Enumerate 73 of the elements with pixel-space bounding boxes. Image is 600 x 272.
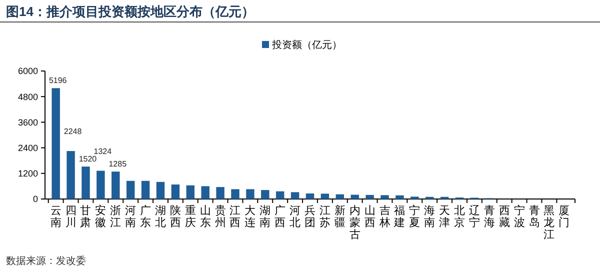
bar xyxy=(380,195,389,199)
x-tick-label: 江西 xyxy=(230,205,241,229)
bar xyxy=(96,170,105,199)
x-tick-label: 山东 xyxy=(200,204,211,229)
data-label: 2248 xyxy=(64,127,82,136)
y-tick-label: 2400 xyxy=(18,142,38,153)
x-tick-label: 兵团 xyxy=(304,204,316,229)
data-label: 5196 xyxy=(48,76,68,86)
x-tick-label: 青岛 xyxy=(528,204,540,229)
bar xyxy=(112,172,120,199)
bar xyxy=(141,180,150,199)
bar xyxy=(82,166,90,199)
x-tick-label: 青海 xyxy=(484,204,495,229)
bar xyxy=(366,194,374,199)
x-tick-label: 西藏 xyxy=(498,205,510,229)
x-tick-label: 陕西 xyxy=(170,205,181,229)
y-tick-label: 4800 xyxy=(18,92,38,102)
bar xyxy=(231,189,240,199)
bar xyxy=(290,192,300,199)
x-tick-label: 山西 xyxy=(364,204,376,229)
x-tick-label: 大连 xyxy=(244,204,256,229)
bar xyxy=(261,190,270,199)
bar xyxy=(52,88,60,199)
y-tick-label: 6000 xyxy=(18,66,38,76)
data-label: 1324 xyxy=(94,146,112,156)
x-tick-label: 重庆 xyxy=(184,204,196,229)
x-tick-label: 云南 xyxy=(50,205,62,229)
x-tick-label: 甘肃 xyxy=(80,204,92,229)
data-label: 1285 xyxy=(108,160,128,169)
bar xyxy=(320,194,330,199)
bar xyxy=(216,187,224,199)
bar xyxy=(306,193,314,199)
y-tick-label: 1200 xyxy=(18,168,38,179)
chart-title: 图14：推介项目投资额按地区分布（亿元） xyxy=(6,4,254,19)
bar xyxy=(350,194,359,199)
x-tick-label: 辽宁 xyxy=(468,205,480,229)
x-tick-label: 河南 xyxy=(125,205,136,229)
x-tick-label: 贵州 xyxy=(214,204,226,229)
legend-label: 投资额（亿元） xyxy=(271,39,342,51)
x-tick-label: 河北 xyxy=(290,205,301,229)
x-tick-label: 广西 xyxy=(274,204,286,229)
x-tick-label: 天津 xyxy=(439,205,450,229)
x-tick-label: 福建 xyxy=(393,204,406,229)
data-label: 1520 xyxy=(78,154,98,164)
bar xyxy=(171,184,180,199)
bar xyxy=(156,182,165,199)
x-tick-label: 湖南 xyxy=(260,205,271,229)
x-tick-label: 四川 xyxy=(65,205,76,229)
bar xyxy=(186,185,195,199)
y-tick-label: 3600 xyxy=(18,117,38,128)
y-tick-label: 0 xyxy=(32,194,38,204)
x-tick-label: 内蒙古 xyxy=(349,204,360,241)
x-tick-label: 北京 xyxy=(454,204,466,229)
x-tick-label: 江苏 xyxy=(319,205,330,229)
bar xyxy=(276,191,284,199)
x-tick-label: 湖北 xyxy=(154,205,166,229)
bar xyxy=(201,186,210,199)
x-tick-label: 黑龙江 xyxy=(544,205,555,241)
source-note: 数据来源：发改委 xyxy=(6,255,86,267)
x-tick-label: 广东 xyxy=(140,204,152,229)
x-tick-label: 新疆 xyxy=(334,204,346,229)
bar xyxy=(246,189,254,199)
bar xyxy=(126,180,135,199)
x-tick-label: 厦门 xyxy=(558,205,570,229)
x-tick-label: 浙江 xyxy=(110,204,122,229)
x-tick-label: 宁夏 xyxy=(409,204,420,229)
x-tick-label: 海南 xyxy=(424,205,436,229)
bar xyxy=(66,151,75,199)
bar xyxy=(336,194,344,199)
x-tick-label: 吉林 xyxy=(378,204,390,229)
bar xyxy=(396,195,404,199)
x-tick-label: 宁波 xyxy=(514,204,525,229)
x-tick-label: 安徽 xyxy=(95,204,106,229)
